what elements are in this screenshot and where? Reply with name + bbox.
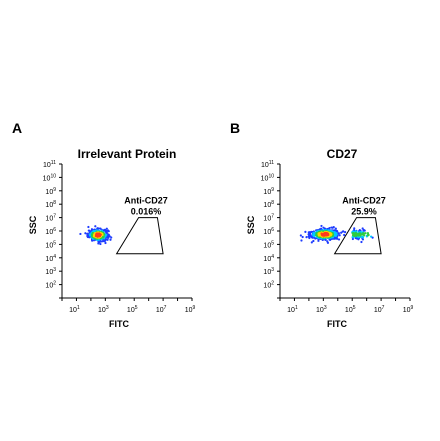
- x-tick-label: 101: [69, 305, 80, 314]
- y-tick-label: 108: [263, 200, 274, 209]
- y-tick-label: 109: [263, 187, 274, 196]
- event-dot: [110, 236, 113, 239]
- y-tick-label: 1010: [43, 173, 57, 182]
- event-population: [79, 225, 113, 246]
- y-axis-label: SSC: [28, 215, 38, 234]
- event-dot: [301, 235, 304, 239]
- event-dot: [352, 233, 355, 236]
- x-tick-label: 105: [127, 305, 138, 314]
- y-tick-label: 1011: [43, 160, 56, 169]
- event-dot: [367, 233, 370, 236]
- y-tick-label: 107: [45, 214, 56, 223]
- event-dot: [94, 225, 97, 228]
- event-dot: [312, 239, 315, 243]
- event-population: [299, 224, 374, 244]
- event-dot: [109, 238, 112, 241]
- x-tick-label: 103: [316, 305, 327, 314]
- event-dot: [344, 231, 347, 234]
- x-tick-label: 109: [403, 305, 414, 314]
- x-axis-label: FITC: [327, 319, 347, 329]
- x-tick-label: 107: [374, 305, 385, 314]
- y-tick-label: 106: [45, 227, 56, 236]
- event-dot: [323, 233, 326, 236]
- event-dot: [341, 230, 344, 233]
- y-tick-label: 107: [263, 214, 274, 223]
- event-dot: [84, 232, 87, 235]
- x-tick-label: 101: [287, 305, 298, 314]
- event-dot: [360, 235, 364, 238]
- event-dot: [99, 242, 102, 246]
- y-tick-label: 108: [45, 200, 56, 209]
- event-dot: [309, 233, 312, 236]
- event-dot: [310, 241, 313, 244]
- event-dot: [353, 227, 356, 230]
- event-dot: [79, 232, 82, 236]
- y-tick-label: 103: [263, 267, 274, 276]
- event-dot: [96, 234, 100, 237]
- y-tick-label: 105: [263, 240, 274, 249]
- event-dot: [370, 235, 373, 238]
- y-tick-label: 1011: [261, 160, 274, 169]
- event-dot: [337, 238, 341, 241]
- gate-polygon[interactable]: [333, 217, 382, 255]
- event-dot: [351, 237, 354, 241]
- y-tick-label: 104: [45, 254, 56, 263]
- gate-percentage: 25.9%: [351, 207, 377, 217]
- x-tick-label: 107: [156, 305, 167, 314]
- event-dot: [326, 240, 329, 243]
- event-dot: [334, 234, 337, 238]
- x-axis-label: FITC: [109, 319, 129, 329]
- event-dot: [363, 229, 366, 232]
- event-dot: [305, 235, 308, 239]
- event-dot: [105, 227, 108, 230]
- event-dot: [304, 230, 307, 233]
- y-tick-label: 105: [45, 240, 56, 249]
- event-dot: [328, 226, 331, 230]
- y-tick-label: 102: [263, 281, 274, 290]
- panel-title: Irrelevant Protein: [78, 147, 177, 161]
- x-tick-label: 105: [345, 305, 356, 314]
- event-dot: [101, 240, 104, 243]
- panel-cd27: B CD27 102 103 104 105 106 107 108 109 1010 1011 101…: [230, 120, 414, 329]
- y-tick-label: 104: [263, 254, 274, 263]
- y-tick-label: 1010: [261, 173, 275, 182]
- event-dot: [86, 233, 89, 236]
- event-dot: [340, 231, 343, 234]
- event-dot: [105, 231, 108, 234]
- event-dot: [87, 225, 90, 229]
- y-tick-label: 106: [263, 227, 274, 236]
- event-dot: [354, 233, 357, 236]
- event-dot: [320, 224, 323, 228]
- event-dot: [361, 233, 364, 236]
- y-tick-label: 109: [45, 187, 56, 196]
- panel-title: CD27: [327, 147, 358, 161]
- event-dot: [360, 240, 363, 244]
- gate-label: Anti-CD27: [124, 196, 168, 206]
- event-dot: [338, 234, 341, 237]
- event-dot: [107, 230, 110, 233]
- event-dot: [343, 233, 346, 237]
- gate-percentage: 0.016%: [131, 207, 162, 217]
- event-dot: [300, 239, 303, 242]
- x-tick-label: 109: [185, 305, 196, 314]
- gate-label: Anti-CD27: [342, 196, 386, 206]
- event-dot: [334, 227, 337, 230]
- event-dot: [104, 241, 107, 245]
- event-dot: [358, 233, 361, 236]
- event-dot: [299, 234, 302, 237]
- event-dot: [330, 226, 333, 229]
- gate-polygon[interactable]: [115, 217, 164, 255]
- panel-irrelevant-protein: A Irrelevant Protein 102 103 104 105 106 107 108…: [12, 120, 196, 329]
- panel-letter: A: [12, 120, 22, 136]
- y-tick-label: 103: [45, 267, 56, 276]
- y-tick-label: 102: [45, 281, 56, 290]
- event-dot: [317, 239, 320, 242]
- x-tick-label: 103: [98, 305, 109, 314]
- panel-letter: B: [230, 120, 240, 136]
- y-axis-label: SSC: [246, 215, 256, 234]
